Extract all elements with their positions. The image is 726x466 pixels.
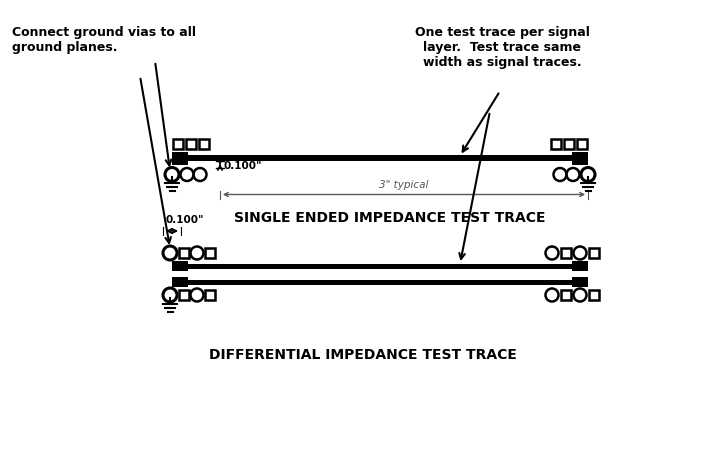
Text: One test trace per signal
layer.  Test trace same
width as signal traces.: One test trace per signal layer. Test tr…: [415, 26, 590, 69]
Bar: [572, 151, 588, 164]
Bar: [561, 248, 571, 258]
Bar: [561, 290, 571, 300]
Bar: [188, 280, 572, 285]
Bar: [205, 248, 215, 258]
Bar: [188, 263, 572, 268]
Bar: [577, 138, 587, 149]
Bar: [572, 261, 588, 271]
Text: 0.100": 0.100": [166, 215, 205, 225]
Text: 0.100": 0.100": [223, 161, 261, 171]
Bar: [589, 290, 599, 300]
Bar: [172, 261, 188, 271]
Bar: [186, 138, 196, 149]
Bar: [172, 277, 188, 287]
Bar: [572, 277, 588, 287]
Bar: [188, 155, 572, 161]
Text: Connect ground vias to all
ground planes.: Connect ground vias to all ground planes…: [12, 26, 196, 54]
Text: 3" typical: 3" typical: [379, 179, 428, 190]
Bar: [173, 138, 183, 149]
Bar: [172, 151, 188, 164]
Bar: [205, 290, 215, 300]
Bar: [179, 290, 189, 300]
Text: DIFFERENTIAL IMPEDANCE TEST TRACE: DIFFERENTIAL IMPEDANCE TEST TRACE: [209, 348, 517, 362]
Bar: [551, 138, 561, 149]
Bar: [564, 138, 574, 149]
Bar: [589, 248, 599, 258]
Bar: [199, 138, 209, 149]
Bar: [179, 248, 189, 258]
Text: SINGLE ENDED IMPEDANCE TEST TRACE: SINGLE ENDED IMPEDANCE TEST TRACE: [234, 211, 546, 225]
